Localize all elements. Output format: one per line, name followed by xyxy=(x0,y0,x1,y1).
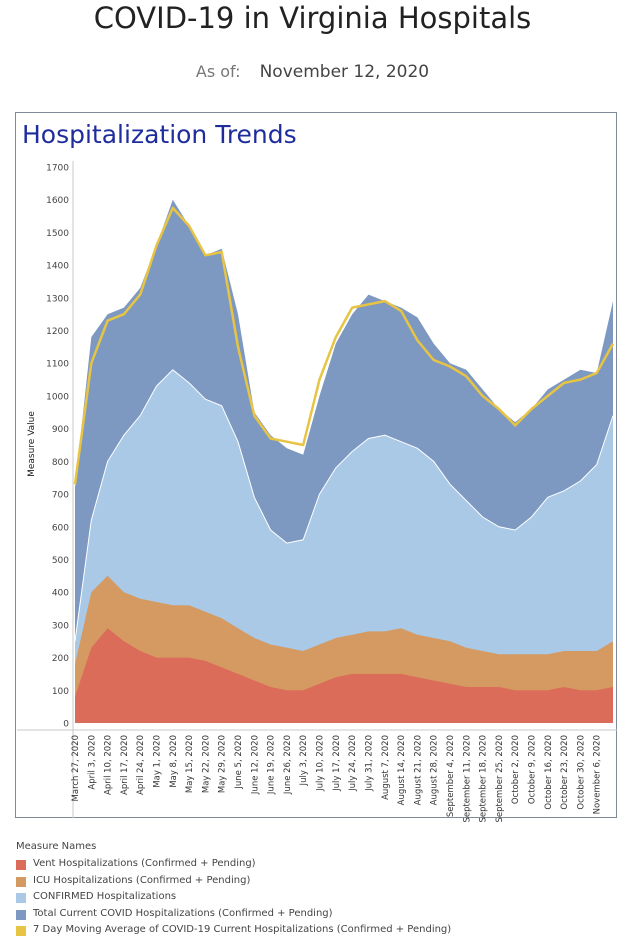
x-tick-label: July 10, 2020 xyxy=(316,735,326,792)
y-tick-label: 200 xyxy=(52,654,69,664)
area-vent xyxy=(75,628,613,723)
x-tick-label: May 1, 2020 xyxy=(153,735,163,788)
y-tick-label: 900 xyxy=(52,425,69,435)
y-tick-label: 600 xyxy=(52,523,69,533)
as-of-row: As of: November 12, 2020 xyxy=(0,62,625,82)
line-confirmed xyxy=(74,369,614,642)
x-tick-label: June 5, 2020 xyxy=(234,735,244,790)
legend-label: 7 Day Moving Average of COVID-19 Current… xyxy=(33,924,452,935)
page-title: COVID-19 in Virginia Hospitals xyxy=(93,1,532,35)
x-tick-label: August 14, 2020 xyxy=(397,735,407,805)
x-tick-label: September 18, 2020 xyxy=(479,735,489,823)
y-tick-label: 100 xyxy=(52,687,69,697)
x-tick-label: August 21, 2020 xyxy=(413,735,423,805)
legend-title: Measure Names xyxy=(16,841,97,852)
x-tick-label: July 31, 2020 xyxy=(365,735,375,792)
line-moving-average xyxy=(73,206,615,485)
x-tick-label: September 25, 2020 xyxy=(495,735,505,823)
x-tick-label: May 8, 2020 xyxy=(169,735,179,788)
x-tick-label: April 10, 2020 xyxy=(104,735,114,795)
legend-swatch xyxy=(16,860,26,870)
x-tick-label: September 4, 2020 xyxy=(446,735,456,817)
legend-label: Total Current COVID Hospitalizations (Co… xyxy=(33,907,333,919)
y-tick-label: 1400 xyxy=(46,262,69,272)
x-tick-label: June 26, 2020 xyxy=(283,735,293,795)
as-of-date: November 12, 2020 xyxy=(259,62,430,82)
y-tick-label: 1200 xyxy=(46,327,69,337)
legend-swatch xyxy=(16,926,26,936)
x-tick-label: August 28, 2020 xyxy=(430,735,440,805)
y-tick-label: 300 xyxy=(52,621,69,631)
card-title: Hospitalization Trends xyxy=(22,120,297,149)
x-tick-label: May 22, 2020 xyxy=(201,735,211,793)
x-tick-label: October 16, 2020 xyxy=(544,735,554,810)
y-tick-label: 1300 xyxy=(46,294,69,304)
legend-swatch xyxy=(16,876,26,887)
y-axis-label: Measure Value xyxy=(27,411,37,477)
x-tick-label: October 30, 2020 xyxy=(576,735,586,810)
y-tick-label: 500 xyxy=(52,556,69,566)
x-tick-label: May 15, 2020 xyxy=(185,735,195,793)
x-tick-label: October 2, 2020 xyxy=(511,735,521,804)
chart-areas xyxy=(73,199,615,723)
y-tick-label: 1100 xyxy=(46,360,69,370)
x-tick-label: April 3, 2020 xyxy=(87,735,97,790)
y-tick-label: 1000 xyxy=(46,392,69,402)
x-tick-label: June 12, 2020 xyxy=(250,735,260,795)
x-tick-label: July 17, 2020 xyxy=(332,735,342,792)
legend-swatch xyxy=(16,893,26,903)
as-of-label: As of: xyxy=(195,62,241,81)
x-tick-label: October 9, 2020 xyxy=(528,735,538,804)
y-tick-label: 700 xyxy=(52,491,69,501)
x-tick-label: June 19, 2020 xyxy=(267,735,277,795)
y-tick-label: 800 xyxy=(52,458,69,468)
x-tick-label: July 3, 2020 xyxy=(299,735,309,786)
y-tick-label: 1500 xyxy=(46,229,69,239)
x-tick-label: August 7, 2020 xyxy=(381,735,391,800)
x-tick-label: October 23, 2020 xyxy=(560,735,570,810)
y-tick-label: 1600 xyxy=(46,196,69,206)
legend-label: ICU Hospitalizations (Confirmed + Pendin… xyxy=(33,874,251,886)
x-tick-label: November 6, 2020 xyxy=(593,735,603,814)
y-tick-label: 400 xyxy=(52,589,69,599)
legend-swatch xyxy=(16,909,26,920)
y-tick-label: 0 xyxy=(63,720,69,730)
legend-label: CONFIRMED Hospitalizations xyxy=(33,891,177,902)
legend-label: Vent Hospitalizations (Confirmed + Pendi… xyxy=(33,858,256,869)
x-tick-label: September 11, 2020 xyxy=(462,735,472,823)
x-tick-label: July 24, 2020 xyxy=(348,735,358,792)
chart-axes: 0 100 200 300 400 500 600 700 800 900 1000 1100 1200… xyxy=(17,161,617,823)
y-tick-label: 1700 xyxy=(46,164,69,174)
x-tick-label: April 24, 2020 xyxy=(136,735,146,795)
x-tick-label: March 27, 2020 xyxy=(71,735,81,801)
x-tick-label: May 29, 2020 xyxy=(218,735,228,793)
x-tick-label: April 17, 2020 xyxy=(120,735,130,795)
